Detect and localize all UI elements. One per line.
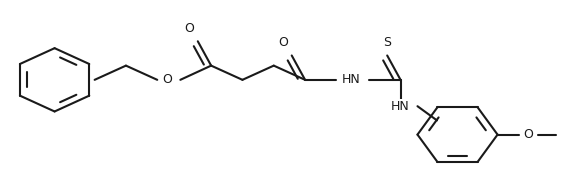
- Text: O: O: [524, 128, 533, 141]
- Text: HN: HN: [341, 73, 360, 86]
- Text: S: S: [383, 36, 391, 49]
- Text: O: O: [185, 22, 195, 35]
- Text: HN: HN: [391, 100, 410, 113]
- Text: O: O: [278, 36, 289, 49]
- Text: O: O: [162, 73, 173, 86]
